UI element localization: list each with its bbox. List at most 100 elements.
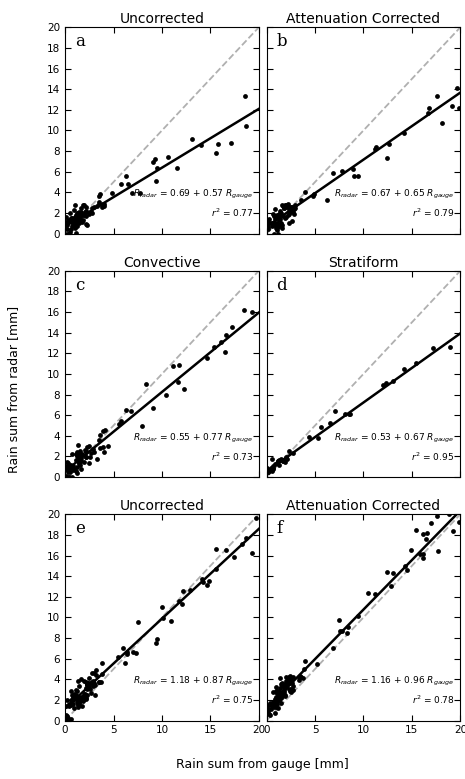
Point [142, 378, 150, 390]
Point [335, 613, 342, 626]
Point [68, 689, 76, 701]
Point [199, 576, 206, 588]
Point [67, 460, 75, 472]
Point [63, 456, 70, 468]
Point [74, 210, 81, 223]
Title: Stratiform: Stratiform [328, 256, 399, 270]
Title: Convective: Convective [123, 256, 201, 270]
Point [287, 686, 294, 699]
Point [288, 200, 296, 213]
Point [277, 682, 284, 694]
Point [227, 136, 234, 149]
Point [354, 170, 361, 182]
Point [272, 696, 280, 709]
Point [271, 693, 279, 705]
Point [67, 699, 74, 711]
Point [286, 205, 293, 217]
Point [230, 551, 238, 563]
Point [279, 679, 286, 692]
Point [278, 676, 286, 689]
Point [98, 200, 106, 213]
Point [265, 699, 272, 711]
Point [222, 329, 229, 341]
Text: $R_{radar}$ = 1.16 + 0.96 $R_{gauge}$: $R_{radar}$ = 1.16 + 0.96 $R_{gauge}$ [334, 675, 454, 689]
Point [64, 223, 71, 235]
Point [63, 708, 70, 721]
Point [66, 697, 73, 710]
Point [152, 637, 159, 650]
Text: f: f [276, 520, 282, 538]
Point [315, 432, 322, 444]
Point [273, 210, 281, 222]
Point [82, 210, 90, 222]
Point [275, 219, 282, 231]
Point [67, 213, 74, 225]
Point [289, 203, 296, 215]
Point [211, 341, 218, 354]
Point [263, 462, 271, 474]
Point [175, 594, 182, 607]
Point [95, 196, 103, 209]
Point [86, 450, 94, 463]
Point [76, 693, 84, 706]
Point [70, 203, 77, 216]
Point [286, 673, 293, 686]
Point [78, 673, 85, 686]
Point [273, 687, 280, 700]
Point [90, 675, 97, 688]
Point [67, 685, 75, 697]
Point [281, 679, 289, 692]
Point [74, 450, 82, 463]
Point [283, 451, 290, 464]
Point [282, 452, 289, 464]
Point [290, 447, 297, 460]
Point [76, 449, 83, 462]
Point [74, 698, 82, 710]
Point [274, 227, 281, 240]
Point [365, 587, 372, 599]
Point [83, 682, 91, 695]
Point [400, 126, 407, 139]
Point [213, 562, 220, 575]
Point [73, 208, 80, 220]
Point [127, 405, 135, 418]
Point [279, 200, 286, 213]
Point [242, 90, 249, 102]
Point [67, 713, 75, 725]
Point [272, 707, 279, 720]
Point [62, 470, 70, 482]
Point [139, 420, 146, 432]
Point [271, 213, 279, 225]
Point [68, 448, 76, 460]
Point [287, 201, 294, 213]
Point [289, 671, 297, 683]
Point [65, 466, 72, 478]
Point [274, 455, 282, 467]
Point [122, 404, 130, 417]
Point [313, 657, 321, 670]
Point [72, 221, 79, 234]
Point [291, 201, 298, 213]
Point [69, 460, 77, 472]
Point [97, 442, 104, 454]
Point [100, 198, 107, 210]
Point [268, 703, 275, 715]
Point [72, 218, 79, 231]
Point [419, 552, 427, 565]
Point [272, 219, 279, 231]
Point [324, 194, 331, 206]
Point [403, 564, 410, 576]
Point [88, 667, 95, 679]
Point [433, 509, 441, 522]
Point [276, 672, 283, 685]
Point [124, 647, 131, 660]
Point [175, 359, 183, 372]
Point [275, 690, 282, 703]
Point [81, 689, 89, 701]
Point [311, 188, 318, 200]
Point [268, 217, 275, 229]
Point [270, 462, 277, 474]
Point [283, 201, 290, 213]
Point [242, 532, 249, 545]
Point [271, 700, 278, 713]
